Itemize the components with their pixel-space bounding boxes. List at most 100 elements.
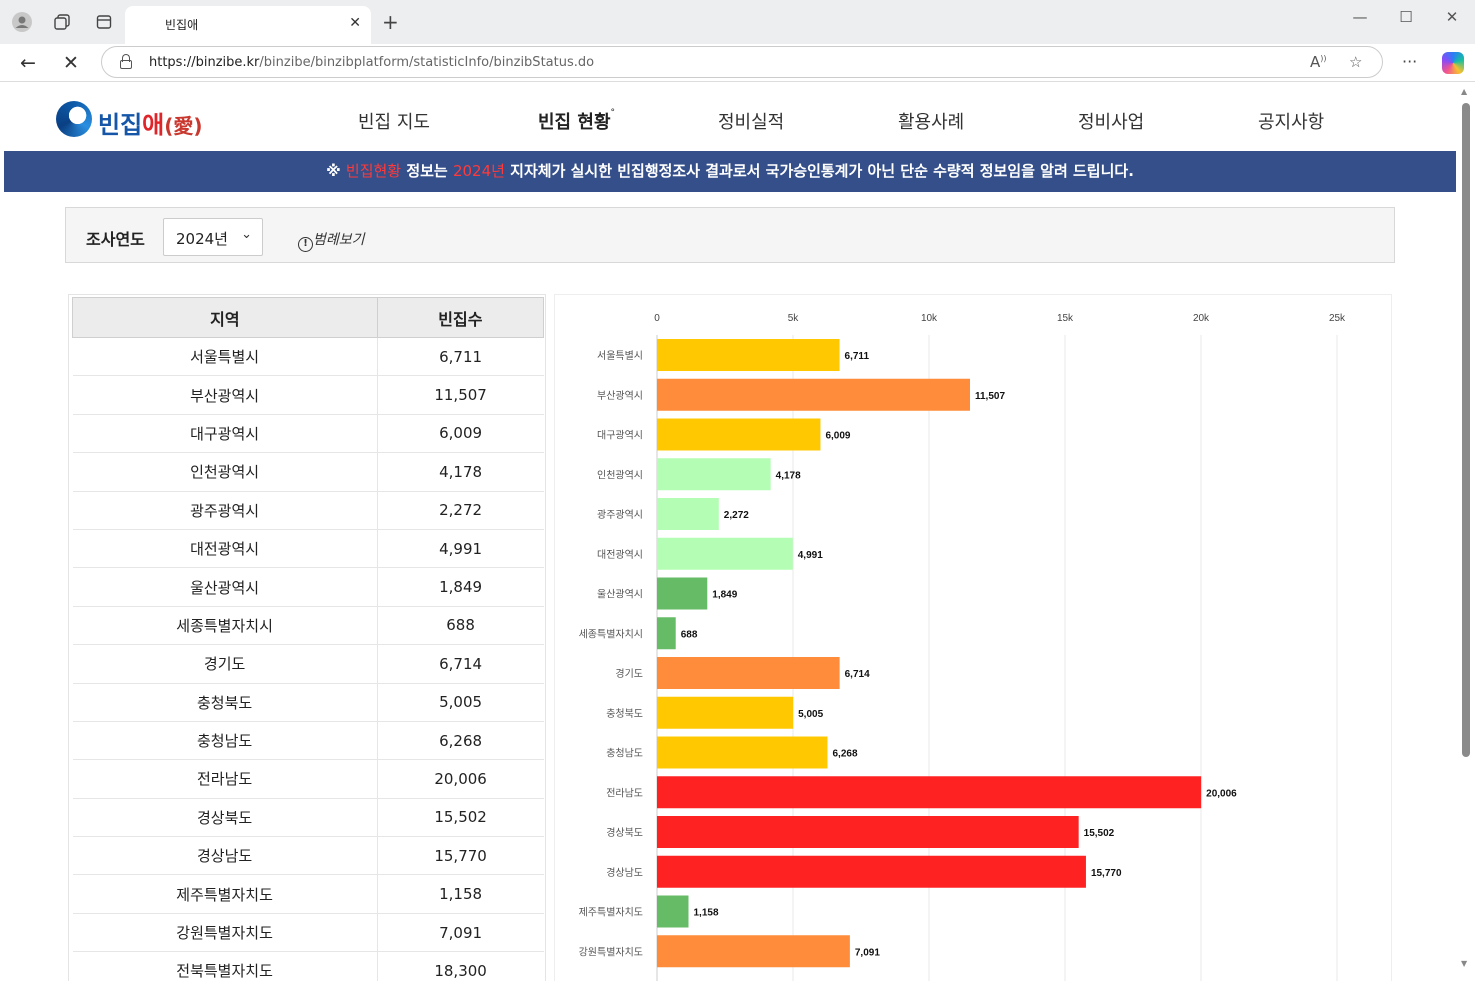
bar	[657, 895, 689, 928]
bar	[657, 339, 840, 371]
year-select-value: 2024년	[176, 230, 228, 248]
bar	[657, 577, 708, 610]
data-label: 20,006	[1206, 788, 1237, 799]
menu-binzip-status[interactable]: 빈집 현황°	[538, 108, 616, 133]
region-cell: 전라남도	[72, 759, 378, 799]
data-label: 1,158	[693, 908, 718, 919]
data-label: 11,507	[975, 391, 1005, 402]
data-label: 15,502	[1084, 828, 1115, 839]
menu-maintenance-projects[interactable]: 정비사업	[1078, 112, 1145, 133]
data-label: 1,849	[712, 590, 737, 601]
active-tab[interactable]: 빈집애 ✕	[125, 6, 371, 44]
legend-view-link[interactable]: ! 범례보기	[298, 229, 365, 252]
column-header-region[interactable]: 지역	[72, 297, 378, 338]
more-icon[interactable]: ···	[1402, 52, 1418, 71]
count-cell: 6,714	[376, 644, 544, 684]
x-tick-label: 25k	[1329, 313, 1346, 324]
scroll-down-icon[interactable]: ▼	[1461, 959, 1468, 968]
bar	[657, 458, 771, 491]
page-scrollbar[interactable]: ▲ ▼	[1456, 83, 1475, 981]
bar	[657, 537, 793, 570]
logo-mark-icon	[56, 101, 92, 137]
workspaces-icon[interactable]	[50, 10, 74, 34]
year-select[interactable]: 2024년 ⌄	[163, 218, 263, 256]
scrollbar-thumb[interactable]	[1462, 103, 1470, 757]
count-cell: 4,991	[376, 529, 544, 569]
region-cell: 경상북도	[72, 798, 378, 838]
count-cell: 4,178	[376, 452, 544, 492]
region-cell: 부산광역시	[72, 375, 378, 415]
url-field[interactable]: https://binzibe.kr/binzibe/binzibplatfor…	[101, 46, 1383, 78]
table-row: 부산광역시 11,507	[72, 375, 544, 415]
data-label: 4,991	[798, 550, 823, 561]
x-tick-label: 5k	[788, 313, 800, 324]
table-row: 충청남도 6,268	[72, 721, 544, 761]
category-label: 광주광역시	[597, 509, 643, 521]
minimize-icon[interactable]: —	[1352, 8, 1368, 26]
bar	[657, 696, 794, 729]
data-label: 6,268	[832, 749, 857, 760]
region-cell: 대전광역시	[72, 529, 378, 569]
read-aloud-icon[interactable]: A))	[1310, 53, 1327, 71]
column-header-count[interactable]: 빈집수	[376, 297, 545, 338]
menu-maintenance-results[interactable]: 정비실적	[718, 112, 785, 133]
page: 빈집애(愛) 빈집 지도 빈집 현황° 정비실적 활용사례 정비사업 공지사항 …	[4, 83, 1456, 981]
bar	[657, 418, 821, 451]
category-label: 인천광역시	[597, 469, 643, 481]
category-label: 제주특별자치도	[579, 907, 643, 919]
menu-binzip-map[interactable]: 빈집 지도	[358, 112, 430, 133]
table-row: 전북특별자치도 18,300	[72, 951, 544, 981]
data-label: 6,009	[825, 431, 850, 442]
x-tick-label: 15k	[1057, 313, 1074, 324]
table-row: 인천광역시 4,178	[72, 452, 544, 492]
category-label: 강원특별자치도	[579, 946, 643, 958]
close-icon[interactable]: ✕	[349, 15, 361, 31]
category-label: 대전광역시	[597, 549, 643, 561]
scroll-up-icon[interactable]: ▲	[1461, 87, 1468, 96]
region-cell: 세종특별자치시	[72, 606, 378, 646]
back-icon[interactable]: ←	[20, 52, 36, 74]
bar-chart-svg: 0 5k 10k 15k 20k 25k 서울특별시 6,711 부산광역시 11,507 대구광역…	[579, 313, 1346, 981]
info-icon: !	[298, 237, 313, 252]
profile-icon[interactable]	[10, 10, 34, 34]
notice-banner: ※ 빈집현황 정보는 2024년 지자체가 실시한 빈집행정조사 결과로서 국가…	[4, 151, 1456, 192]
menu-notices[interactable]: 공지사항	[1258, 112, 1325, 133]
copilot-icon[interactable]	[1442, 52, 1464, 74]
table-row: 세종특별자치시 688	[72, 606, 544, 646]
window-close-icon[interactable]: ✕	[1445, 8, 1459, 26]
table-row: 충청북도 5,005	[72, 683, 544, 722]
browser-tab-bar: 빈집애 ✕ + — ☐ ✕	[0, 0, 1475, 44]
category-label: 경기도	[615, 667, 643, 680]
table-row: 서울특별시 6,711	[72, 337, 544, 377]
x-tick-label: 10k	[921, 313, 938, 324]
data-label: 6,714	[845, 669, 870, 680]
favorite-icon[interactable]: ☆	[1349, 53, 1363, 71]
region-cell: 충청북도	[72, 683, 378, 722]
region-cell: 제주특별자치도	[72, 874, 378, 914]
url-text[interactable]: https://binzibe.kr/binzibe/binzibplatfor…	[149, 55, 595, 70]
maximize-icon[interactable]: ☐	[1399, 8, 1413, 26]
data-label: 688	[681, 629, 698, 640]
count-cell: 2,272	[376, 491, 544, 530]
survey-year-label: 조사연도	[86, 230, 145, 249]
tab-actions-icon[interactable]	[92, 10, 116, 34]
category-label: 대구광역시	[597, 430, 643, 442]
category-label: 충청북도	[606, 708, 643, 720]
category-label: 경상북도	[606, 826, 643, 839]
count-cell: 6,268	[376, 721, 544, 761]
region-cell: 인천광역시	[72, 452, 378, 492]
count-cell: 1,158	[376, 874, 544, 914]
table-row: 경상남도 15,770	[72, 836, 544, 876]
bar	[657, 855, 1086, 888]
lock-icon[interactable]	[120, 54, 132, 69]
region-cell: 울산광역시	[72, 567, 378, 607]
category-label: 부산광역시	[597, 390, 643, 402]
bar	[657, 776, 1202, 809]
menu-use-cases[interactable]: 활용사례	[898, 112, 965, 133]
stop-icon[interactable]: ✕	[63, 52, 79, 74]
new-tab-icon[interactable]: +	[382, 10, 399, 34]
count-cell: 11,507	[376, 375, 544, 415]
bar	[657, 657, 840, 689]
region-cell: 강원특별자치도	[72, 913, 378, 953]
category-label: 전라남도	[606, 787, 643, 799]
